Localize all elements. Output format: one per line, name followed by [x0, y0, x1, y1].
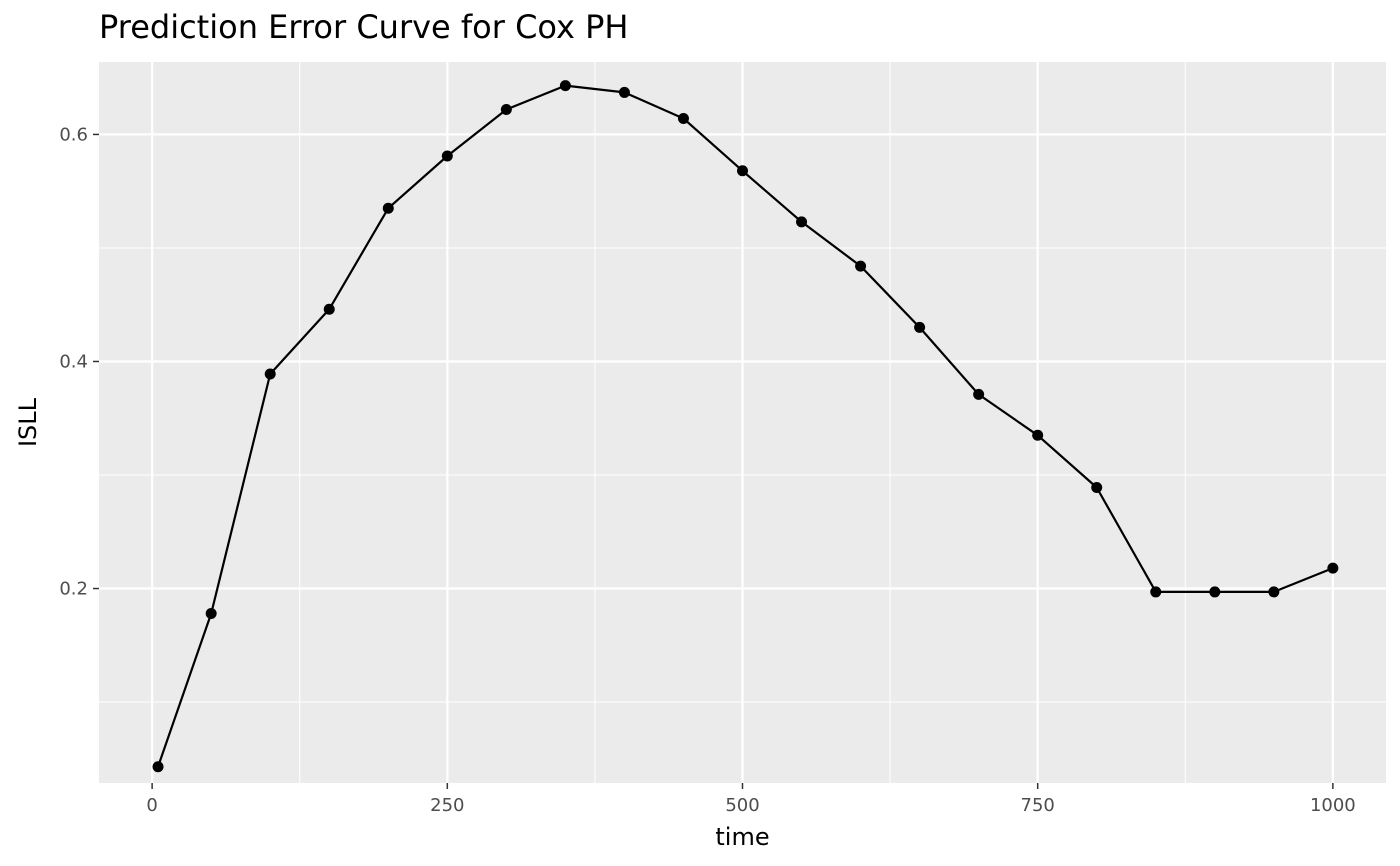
data-point	[737, 165, 748, 177]
data-point	[205, 608, 217, 620]
data-point	[1209, 586, 1221, 598]
y-axis-title: ISLL	[14, 397, 42, 447]
chart-title: Prediction Error Curve for Cox PH	[99, 8, 629, 46]
data-point	[677, 113, 689, 125]
y-tick-label: 0.2	[59, 579, 88, 600]
data-point	[1091, 481, 1103, 493]
data-point	[441, 150, 453, 162]
major-gridlines	[99, 62, 1386, 783]
y-tick-label: 0.4	[59, 351, 88, 372]
x-tick-label: 1000	[1310, 795, 1356, 816]
data-point	[1032, 429, 1044, 441]
tick-labels: 0 250 500 750 1000 0.2 0.4 0.6	[59, 124, 1355, 816]
x-tick-label: 750	[1021, 795, 1055, 816]
data-point	[264, 368, 276, 380]
data-point	[618, 86, 630, 98]
x-tick-label: 0	[146, 795, 157, 816]
data-point	[559, 80, 571, 92]
x-tick-label: 250	[430, 795, 464, 816]
data-point	[152, 761, 164, 773]
data-point	[973, 388, 985, 400]
data-point	[796, 216, 808, 228]
data-point	[1327, 562, 1339, 574]
data-point	[500, 103, 512, 115]
data-point	[323, 303, 335, 315]
data-point	[855, 260, 867, 272]
data-point	[914, 321, 926, 333]
axis-ticks	[93, 133, 1334, 789]
y-tick-label: 0.6	[59, 124, 88, 145]
data-point	[1268, 586, 1280, 598]
data-point	[382, 202, 394, 214]
data-point	[1150, 586, 1162, 598]
x-tick-label: 500	[725, 795, 759, 816]
x-axis-title: time	[715, 823, 769, 851]
series-layer	[152, 80, 1339, 773]
